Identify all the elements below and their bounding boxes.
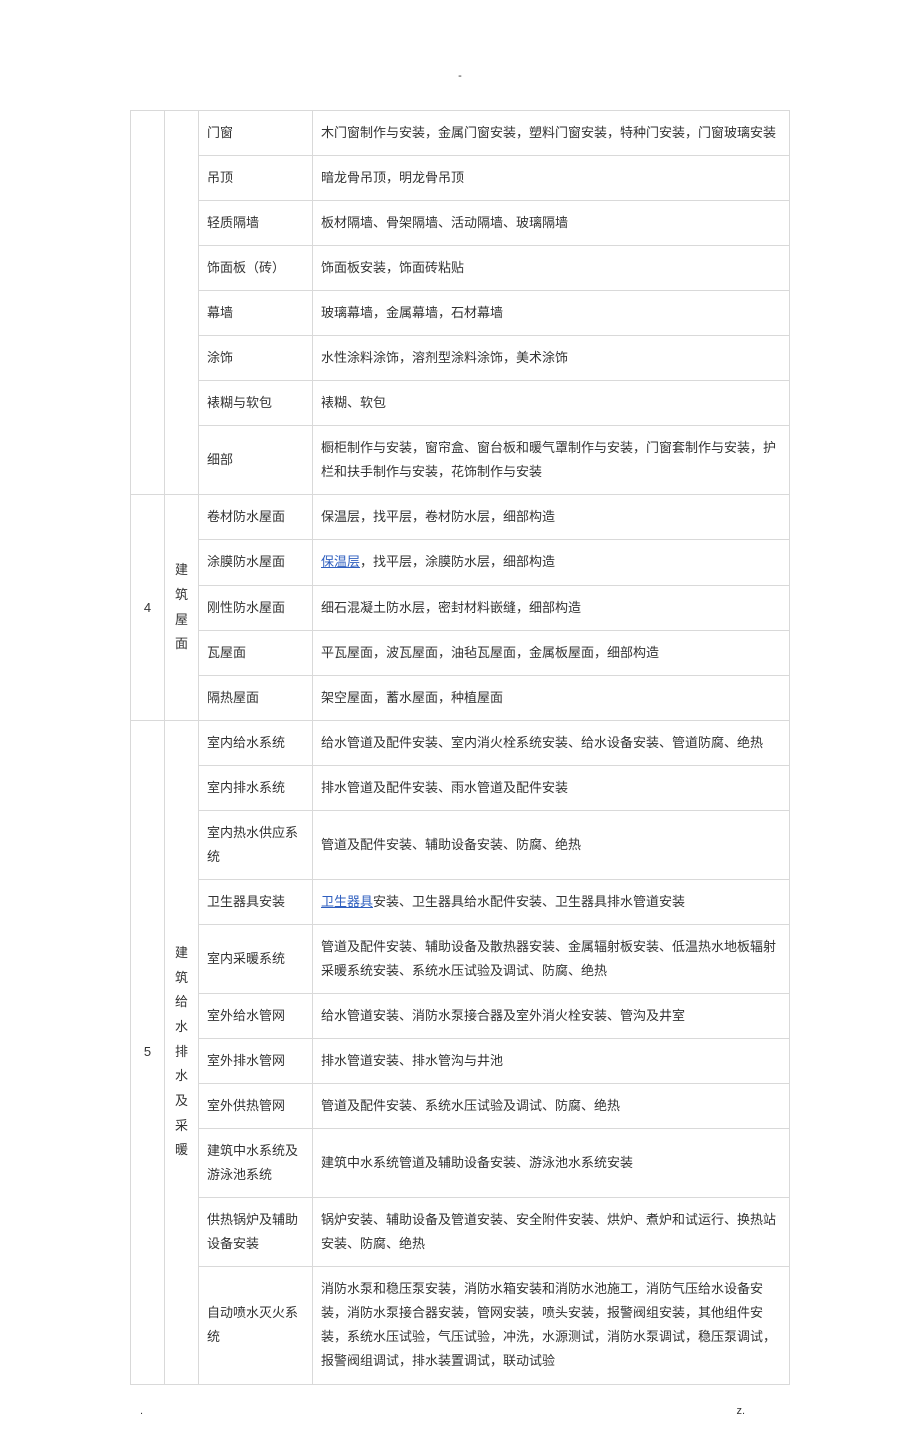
item-name-cell: 细部 [199, 426, 313, 495]
category-cell: 建筑给水排水及采暖 [165, 720, 199, 1384]
table-row: 室内采暖系统管道及配件安装、辅助设备及散热器安装、金属辐射板安装、低温热水地板辐… [131, 924, 790, 993]
item-name-cell: 饰面板（砖） [199, 246, 313, 291]
item-name-cell: 室内给水系统 [199, 720, 313, 765]
header-mark: - [458, 70, 462, 82]
footer-left-mark: . [140, 1405, 143, 1417]
table-row: 室外排水管网排水管道安装、排水管沟与井池 [131, 1039, 790, 1084]
item-name-cell: 室外供热管网 [199, 1084, 313, 1129]
item-desc-cell: 管道及配件安装、辅助设备及散热器安装、金属辐射板安装、低温热水地板辐射采暖系统安… [313, 924, 790, 993]
item-name-cell: 瓦屋面 [199, 630, 313, 675]
table-row: 5建筑给水排水及采暖室内给水系统给水管道及配件安装、室内消火栓系统安装、给水设备… [131, 720, 790, 765]
inline-link[interactable]: 保温层 [321, 554, 360, 569]
item-desc-cell: 细石混凝土防水层，密封材料嵌缝，细部构造 [313, 585, 790, 630]
table-row: 饰面板（砖）饰面板安装，饰面砖粘贴 [131, 246, 790, 291]
table-row: 瓦屋面平瓦屋面，波瓦屋面，油毡瓦屋面，金属板屋面，细部构造 [131, 630, 790, 675]
inline-link[interactable]: 卫生器具 [321, 894, 373, 909]
item-desc-cell: 锅炉安装、辅助设备及管道安装、安全附件安装、烘炉、煮炉和试运行、换热站安装、防腐… [313, 1198, 790, 1267]
table-row: 供热锅炉及辅助设备安装锅炉安装、辅助设备及管道安装、安全附件安装、烘炉、煮炉和试… [131, 1198, 790, 1267]
category-cell: 建筑屋面 [165, 495, 199, 720]
item-name-cell: 供热锅炉及辅助设备安装 [199, 1198, 313, 1267]
item-name-cell: 涂膜防水屋面 [199, 540, 313, 585]
item-desc-cell: 消防水泵和稳压泵安装，消防水箱安装和消防水池施工，消防气压给水设备安装，消防水泵… [313, 1267, 790, 1384]
item-desc-cell: 板材隔墙、骨架隔墙、活动隔墙、玻璃隔墙 [313, 201, 790, 246]
row-number-cell [131, 111, 165, 495]
table-row: 自动喷水灭火系统消防水泵和稳压泵安装，消防水箱安装和消防水池施工，消防气压给水设… [131, 1267, 790, 1384]
item-desc-cell: 管道及配件安装、辅助设备安装、防腐、绝热 [313, 810, 790, 879]
item-desc-cell: 平瓦屋面，波瓦屋面，油毡瓦屋面，金属板屋面，细部构造 [313, 630, 790, 675]
item-desc-cell: 给水管道安装、消防水泵接合器及室外消火栓安装、管沟及井室 [313, 993, 790, 1038]
item-name-cell: 卫生器具安装 [199, 879, 313, 924]
item-name-cell: 吊顶 [199, 156, 313, 201]
item-name-cell: 室外给水管网 [199, 993, 313, 1038]
item-desc-cell: 橱柜制作与安装，窗帘盒、窗台板和暖气罩制作与安装，门窗套制作与安装，护栏和扶手制… [313, 426, 790, 495]
item-desc-cell: 木门窗制作与安装，金属门窗安装，塑料门窗安装，特种门安装，门窗玻璃安装 [313, 111, 790, 156]
table-row: 室内热水供应系统管道及配件安装、辅助设备安装、防腐、绝热 [131, 810, 790, 879]
item-name-cell: 室内采暖系统 [199, 924, 313, 993]
footer-right-mark: z. [736, 1405, 745, 1417]
item-desc-cell: 建筑中水系统管道及辅助设备安装、游泳池水系统安装 [313, 1129, 790, 1198]
item-name-cell: 幕墙 [199, 291, 313, 336]
table-row: 涂膜防水屋面保温层，找平层，涂膜防水层，细部构造 [131, 540, 790, 585]
item-desc-cell: 玻璃幕墙，金属幕墙，石材幕墙 [313, 291, 790, 336]
table-row: 室外供热管网管道及配件安装、系统水压试验及调试、防腐、绝热 [131, 1084, 790, 1129]
table-row: 卫生器具安装卫生器具安装、卫生器具给水配件安装、卫生器具排水管道安装 [131, 879, 790, 924]
item-name-cell: 隔热屋面 [199, 675, 313, 720]
item-desc-cell: 管道及配件安装、系统水压试验及调试、防腐、绝热 [313, 1084, 790, 1129]
item-desc-cell: 排水管道安装、排水管沟与井池 [313, 1039, 790, 1084]
table-row: 门窗木门窗制作与安装，金属门窗安装，塑料门窗安装，特种门安装，门窗玻璃安装 [131, 111, 790, 156]
table-row: 轻质隔墙板材隔墙、骨架隔墙、活动隔墙、玻璃隔墙 [131, 201, 790, 246]
item-name-cell: 卷材防水屋面 [199, 495, 313, 540]
table-row: 涂饰水性涂料涂饰，溶剂型涂料涂饰，美术涂饰 [131, 336, 790, 381]
item-desc-cell: 裱糊、软包 [313, 381, 790, 426]
category-cell [165, 111, 199, 495]
item-desc-cell: 水性涂料涂饰，溶剂型涂料涂饰，美术涂饰 [313, 336, 790, 381]
table-row: 幕墙玻璃幕墙，金属幕墙，石材幕墙 [131, 291, 790, 336]
item-desc-cell: 排水管道及配件安装、雨水管道及配件安装 [313, 765, 790, 810]
item-name-cell: 裱糊与软包 [199, 381, 313, 426]
table-row: 吊顶暗龙骨吊顶，明龙骨吊顶 [131, 156, 790, 201]
document-page: - 门窗木门窗制作与安装，金属门窗安装，塑料门窗安装，特种门安装，门窗玻璃安装吊… [0, 0, 920, 1445]
item-name-cell: 室外排水管网 [199, 1039, 313, 1084]
item-desc-cell: 暗龙骨吊顶，明龙骨吊顶 [313, 156, 790, 201]
data-table: 门窗木门窗制作与安装，金属门窗安装，塑料门窗安装，特种门安装，门窗玻璃安装吊顶暗… [130, 110, 790, 1385]
item-name-cell: 涂饰 [199, 336, 313, 381]
table-row: 细部橱柜制作与安装，窗帘盒、窗台板和暖气罩制作与安装，门窗套制作与安装，护栏和扶… [131, 426, 790, 495]
table-row: 裱糊与软包裱糊、软包 [131, 381, 790, 426]
category-label: 建筑屋面 [169, 558, 194, 657]
item-name-cell: 刚性防水屋面 [199, 585, 313, 630]
item-desc-cell: 架空屋面，蓄水屋面，种植屋面 [313, 675, 790, 720]
item-desc-cell: 保温层，找平层，涂膜防水层，细部构造 [313, 540, 790, 585]
table-row: 室外给水管网给水管道安装、消防水泵接合器及室外消火栓安装、管沟及井室 [131, 993, 790, 1038]
item-name-cell: 室内排水系统 [199, 765, 313, 810]
item-desc-cell: 给水管道及配件安装、室内消火栓系统安装、给水设备安装、管道防腐、绝热 [313, 720, 790, 765]
row-number-cell: 4 [131, 495, 165, 720]
item-name-cell: 建筑中水系统及游泳池系统 [199, 1129, 313, 1198]
item-name-cell: 轻质隔墙 [199, 201, 313, 246]
table-row: 隔热屋面架空屋面，蓄水屋面，种植屋面 [131, 675, 790, 720]
item-name-cell: 自动喷水灭火系统 [199, 1267, 313, 1384]
item-name-cell: 门窗 [199, 111, 313, 156]
item-desc-cell: 饰面板安装，饰面砖粘贴 [313, 246, 790, 291]
table-row: 4建筑屋面卷材防水屋面保温层，找平层，卷材防水层，细部构造 [131, 495, 790, 540]
table-row: 刚性防水屋面细石混凝土防水层，密封材料嵌缝，细部构造 [131, 585, 790, 630]
table-row: 建筑中水系统及游泳池系统建筑中水系统管道及辅助设备安装、游泳池水系统安装 [131, 1129, 790, 1198]
item-desc-cell: 保温层，找平层，卷材防水层，细部构造 [313, 495, 790, 540]
table-row: 室内排水系统排水管道及配件安装、雨水管道及配件安装 [131, 765, 790, 810]
item-desc-cell: 卫生器具安装、卫生器具给水配件安装、卫生器具排水管道安装 [313, 879, 790, 924]
row-number-cell: 5 [131, 720, 165, 1384]
item-name-cell: 室内热水供应系统 [199, 810, 313, 879]
category-label: 建筑给水排水及采暖 [169, 941, 194, 1163]
